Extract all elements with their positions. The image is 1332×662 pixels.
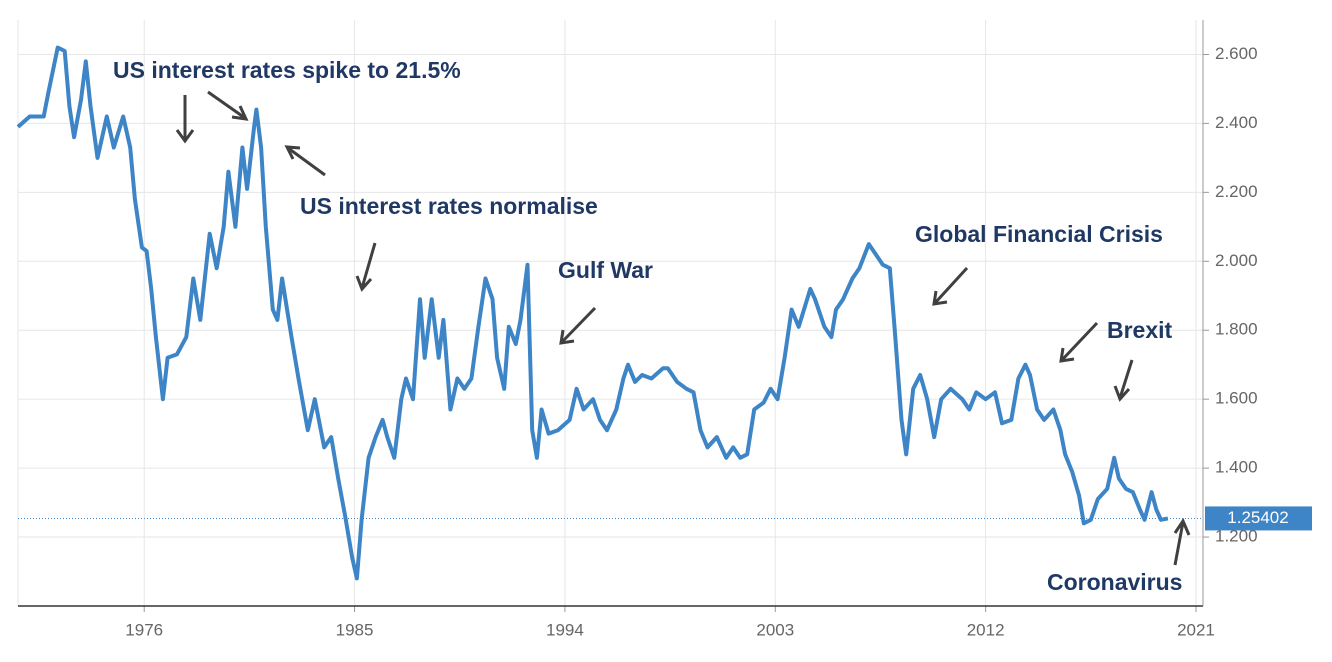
annotation: US interest rates normalise bbox=[300, 193, 598, 219]
arrow bbox=[1059, 321, 1099, 363]
arrow bbox=[355, 242, 377, 292]
y-tick-label: 1.400 bbox=[1215, 458, 1258, 477]
annotation: Gulf War bbox=[558, 257, 653, 283]
y-tick-label: 1.800 bbox=[1215, 320, 1258, 339]
y-tick-label: 1.200 bbox=[1215, 527, 1258, 546]
y-tick-label: 2.000 bbox=[1215, 251, 1258, 270]
x-tick-label: 2003 bbox=[756, 620, 794, 639]
arrow bbox=[1113, 359, 1134, 402]
last-value-label: 1.25402 bbox=[1227, 508, 1288, 527]
y-tick-label: 2.200 bbox=[1215, 182, 1258, 201]
arrow bbox=[1173, 517, 1191, 566]
price-line bbox=[16, 45, 1169, 581]
arrow bbox=[207, 90, 249, 121]
arrows bbox=[175, 90, 1191, 566]
arrow bbox=[932, 266, 969, 306]
y-tick-label: 2.600 bbox=[1215, 44, 1258, 63]
x-tick-label: 1994 bbox=[546, 620, 584, 639]
y-tick-label: 2.400 bbox=[1215, 113, 1258, 132]
annotation: US interest rates spike to 21.5% bbox=[113, 57, 461, 83]
plot: 1.200 1.400 1.600 1.800 2.000 2.200 2.400 2.600… bbox=[16, 20, 1312, 639]
arrow bbox=[559, 306, 597, 345]
annotation: Brexit bbox=[1107, 317, 1173, 343]
y-tick-label: 1.600 bbox=[1215, 389, 1258, 408]
x-tick-label: 1976 bbox=[125, 620, 163, 639]
annotation: Coronavirus bbox=[1047, 569, 1182, 595]
annotation: Global Financial Crisis bbox=[915, 221, 1163, 247]
x-tick-label: 1985 bbox=[336, 620, 374, 639]
x-tick-label: 2021 bbox=[1177, 620, 1215, 639]
x-tick-label: 2012 bbox=[967, 620, 1005, 639]
arrow bbox=[284, 145, 326, 177]
last-value-box bbox=[1205, 506, 1312, 531]
arrow bbox=[175, 95, 195, 144]
